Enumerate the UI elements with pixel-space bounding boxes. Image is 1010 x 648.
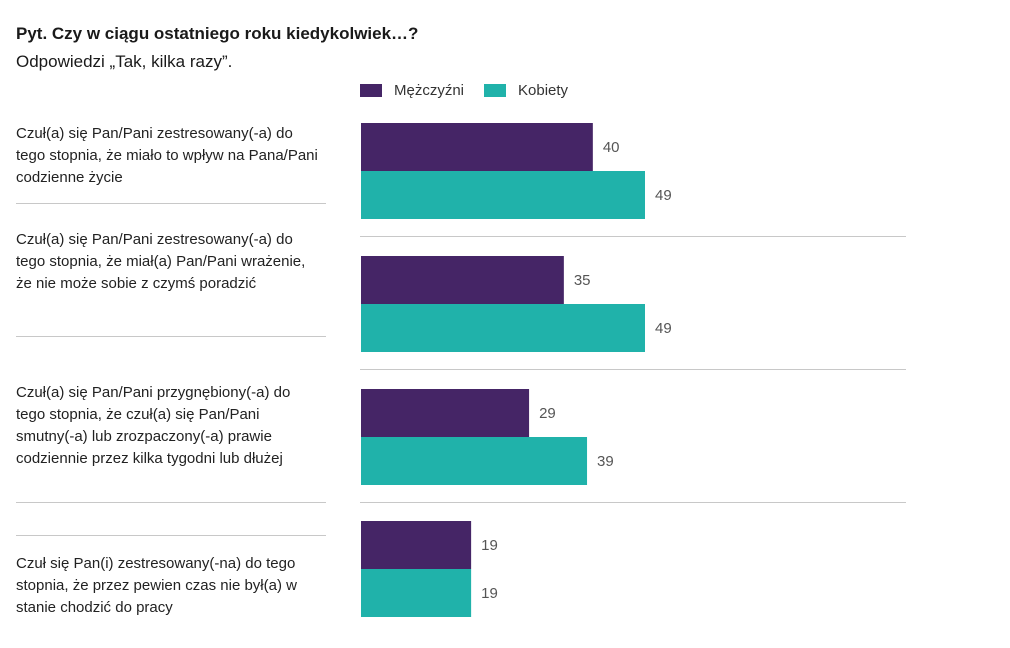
data-label-men-3: 29 bbox=[539, 405, 556, 422]
bar-women-4 bbox=[361, 569, 472, 617]
bar-group-separator bbox=[360, 502, 906, 503]
data-label-women-2: 49 bbox=[655, 320, 672, 337]
legend-label-men: Mężczyźni bbox=[394, 82, 465, 99]
bar-men-4 bbox=[361, 521, 472, 569]
bar-women-1 bbox=[361, 171, 645, 219]
chart-subtitle: Odpowiedzi „Tak, kilka razy”. bbox=[16, 52, 233, 71]
label-separator bbox=[16, 535, 326, 536]
label-separator bbox=[16, 502, 326, 503]
data-label-women-3: 39 bbox=[597, 453, 614, 470]
category-label-3: Czuł(a) się Pan/Pani przygnębiony(-a) do… bbox=[16, 384, 291, 467]
bar-women-3 bbox=[361, 437, 588, 485]
bar-group-separator bbox=[360, 236, 906, 237]
bar-women-2 bbox=[361, 304, 645, 352]
bar-men-2 bbox=[361, 256, 564, 304]
chart-title: Pyt. Czy w ciągu ostatniego roku kiedyko… bbox=[16, 24, 419, 43]
legend-swatch-women bbox=[484, 84, 507, 97]
category-label-2: Czuł(a) się Pan/Pani zestresowany(-a) do… bbox=[16, 231, 306, 292]
legend-item-women: Kobiety bbox=[484, 82, 568, 99]
data-label-women-4: 19 bbox=[481, 585, 498, 602]
label-separator bbox=[16, 336, 326, 337]
legend-label-women: Kobiety bbox=[518, 82, 569, 99]
category-label-4: Czuł się Pan(i) zestresowany(-na) do teg… bbox=[16, 555, 297, 616]
label-separator bbox=[16, 203, 326, 204]
bar-men-1 bbox=[361, 123, 593, 171]
data-label-women-1: 49 bbox=[655, 187, 672, 204]
data-label-men-1: 40 bbox=[603, 139, 620, 156]
category-label-1: Czuł(a) się Pan/Pani zestresowany(-a) do… bbox=[16, 125, 318, 186]
legend-swatch-men bbox=[360, 84, 382, 97]
bar-group-separator bbox=[360, 369, 906, 370]
legend: Mężczyźni Kobiety bbox=[360, 82, 588, 99]
data-label-men-4: 19 bbox=[481, 537, 498, 554]
bar-men-3 bbox=[361, 389, 530, 437]
legend-item-men: Mężczyźni bbox=[360, 82, 464, 99]
data-label-men-2: 35 bbox=[574, 272, 591, 289]
